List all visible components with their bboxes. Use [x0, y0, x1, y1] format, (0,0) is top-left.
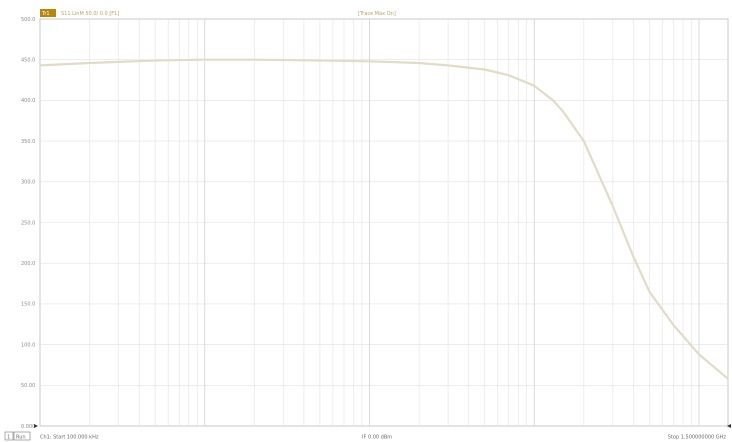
y-tick-label: 50.00 — [21, 383, 35, 389]
start-marker-icon[interactable] — [34, 424, 38, 428]
plot-grid — [40, 19, 728, 426]
stop-marker-icon[interactable] — [727, 424, 731, 428]
y-axis-tick-labels: 0.000 50.00 100.0 150.0 200.0 250.0 300.0 350.0… — [21, 17, 35, 430]
start-frequency[interactable]: Ch1: Start 100.000 kHz — [40, 435, 99, 441]
y-tick-label: 500.0 — [21, 17, 35, 23]
y-tick-label: 400.0 — [21, 98, 35, 104]
trace-badge-text: Tr1 — [41, 11, 50, 17]
y-tick-label: 300.0 — [21, 180, 35, 186]
y-tick-label: 100.0 — [21, 342, 35, 348]
channel-badge-text: 1 — [7, 435, 10, 441]
trace-badge[interactable] — [40, 9, 56, 17]
run-badge-text: Run — [16, 435, 26, 441]
y-tick-label: 250.0 — [21, 220, 35, 226]
trace-label[interactable]: S11 LinM 50.0/ 0.0 [F1] — [61, 11, 119, 17]
power-level[interactable]: IF 0.00 dBm — [362, 435, 392, 441]
stop-frequency[interactable]: Stop 1.500000000 GHz — [668, 435, 727, 441]
y-tick-label: 450.0 — [21, 58, 35, 64]
y-tick-label: 150.0 — [21, 302, 35, 308]
channel-badge[interactable] — [4, 431, 14, 441]
y-tick-label: 0.000 — [21, 424, 35, 430]
trace-s11-line — [39, 58, 729, 380]
y-tick-label: 200.0 — [21, 261, 35, 267]
run-badge[interactable] — [13, 431, 31, 441]
y-tick-label: 350.0 — [21, 139, 35, 145]
trace-max-label: [Trace Max On] — [358, 11, 396, 17]
